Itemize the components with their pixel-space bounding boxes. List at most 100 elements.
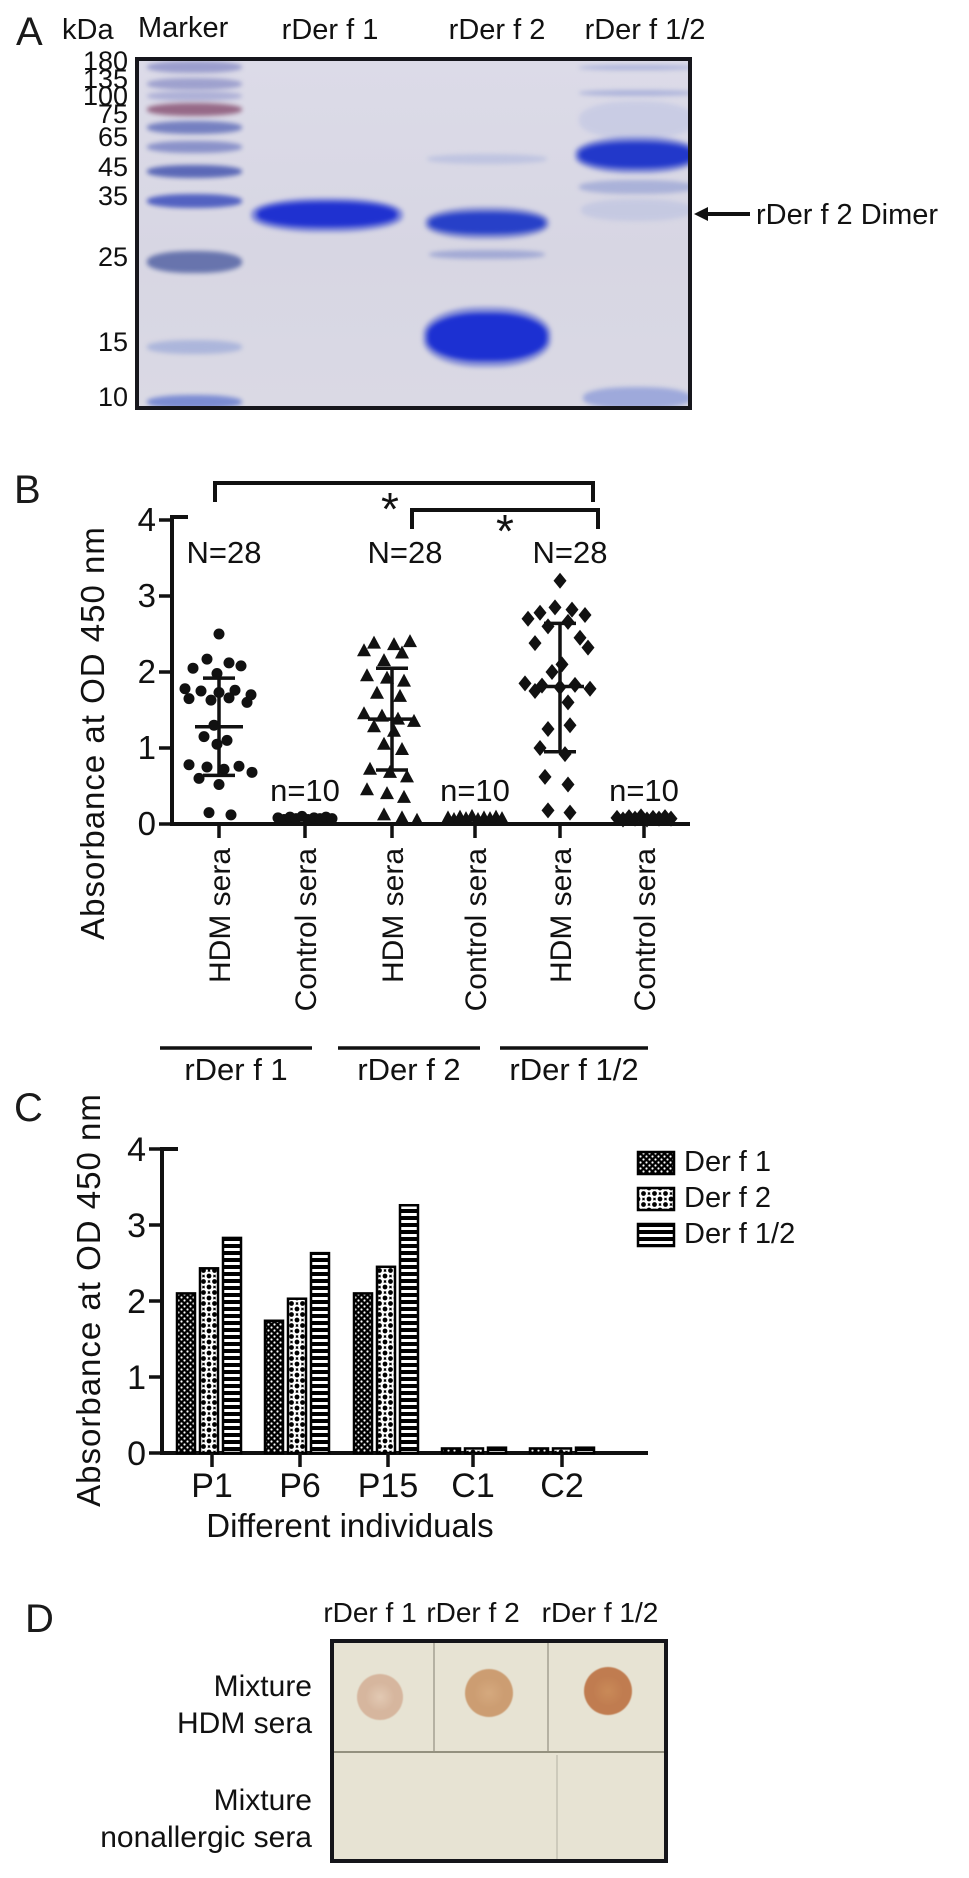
scatter-point xyxy=(241,696,253,708)
scatter-point xyxy=(205,694,217,706)
scatter-point xyxy=(201,761,213,773)
gel-band xyxy=(147,141,242,153)
gel-lane-header: rDer f 2 xyxy=(448,14,546,46)
scatter-point xyxy=(233,760,245,772)
scatter-point xyxy=(218,763,230,775)
group-antigen-label: rDer f 1 xyxy=(184,1052,287,1087)
marker-kda-label: 25 xyxy=(97,242,128,272)
blot-dot xyxy=(584,1667,632,1715)
scatter-point xyxy=(387,723,401,737)
gel-band xyxy=(427,313,547,361)
scatter-point xyxy=(357,706,371,720)
blot-row-label-line: Mixture xyxy=(213,1670,312,1703)
count-label: N=28 xyxy=(533,535,608,570)
panel-c-label: C xyxy=(14,1086,43,1130)
scatter-point xyxy=(495,811,509,825)
scatter-point xyxy=(561,694,575,711)
marker-kda-label: 45 xyxy=(97,152,128,182)
scatter-point xyxy=(360,668,374,682)
b-y-tick-label: 2 xyxy=(138,653,156,690)
blot-row-label: Mixture nonallergic sera xyxy=(0,1782,312,1856)
scatter-point xyxy=(533,740,547,756)
gel-band xyxy=(579,101,688,139)
bar xyxy=(375,1265,397,1455)
significance-star: * xyxy=(381,483,399,535)
b-y-tick-label: 4 xyxy=(138,501,156,538)
scatter-point xyxy=(553,572,567,589)
scatter-point xyxy=(229,684,241,696)
kda-header: kDa xyxy=(62,14,114,46)
panel-b-label: B xyxy=(14,468,41,512)
b-y-tick-label: 1 xyxy=(138,729,156,766)
bar xyxy=(486,1446,508,1455)
bar xyxy=(440,1447,462,1455)
scatter-point xyxy=(179,683,191,695)
scatter-point xyxy=(541,721,555,737)
count-label: N=28 xyxy=(368,535,443,570)
bar xyxy=(528,1447,550,1455)
scatter-point xyxy=(541,802,555,819)
scatter-point xyxy=(533,604,547,621)
scatter-point xyxy=(326,813,338,825)
scatter-point xyxy=(198,731,210,743)
gel-band xyxy=(579,90,688,96)
gel-band xyxy=(429,250,545,259)
b-y-tick-label: 3 xyxy=(138,577,156,614)
legend-label: Der f 1 xyxy=(684,1146,771,1178)
gel-band xyxy=(147,121,242,134)
scatter-point xyxy=(538,768,552,785)
scatter-point xyxy=(410,812,424,826)
c-y-tick-label: 2 xyxy=(127,1283,146,1321)
scatter-point xyxy=(393,688,407,702)
b-x-tick-label: HDM sera xyxy=(545,848,578,983)
c-y-axis-title: Absorbance at OD 450 nm xyxy=(70,1093,107,1507)
scatter-point xyxy=(223,657,235,669)
scatter-point xyxy=(211,668,223,680)
scatter-point xyxy=(565,601,579,618)
scatter-point xyxy=(664,810,678,827)
blot-lane-header: rDer f 2 xyxy=(426,1597,520,1628)
blot-row-label-line: HDM sera xyxy=(176,1707,312,1740)
blot-dot xyxy=(465,1669,513,1717)
gel-band xyxy=(147,251,242,273)
c-y-tick-label: 1 xyxy=(127,1359,146,1397)
c-x-tick-label: P1 xyxy=(191,1467,233,1505)
gel-band xyxy=(147,340,242,354)
marker-kda-label: 35 xyxy=(97,181,128,211)
gel-band xyxy=(147,395,242,406)
scatter-point xyxy=(518,675,532,692)
legend-label: Der f 2 xyxy=(684,1182,771,1214)
blot-row-label-line: Mixture xyxy=(213,1784,312,1817)
b-x-tick-label: HDM sera xyxy=(377,848,410,983)
gel-band xyxy=(257,202,397,227)
marker-kda-label: 135 xyxy=(82,64,128,94)
blot-lane-header: rDer f 1/2 xyxy=(541,1597,659,1628)
scatter-point xyxy=(246,766,258,778)
gel-lane-header: rDer f 1/2 xyxy=(584,14,706,46)
bar xyxy=(551,1447,573,1455)
scatter-point xyxy=(187,662,199,674)
count-label: n=10 xyxy=(440,773,510,808)
scatter-point xyxy=(377,653,391,667)
scatter-point xyxy=(367,635,381,649)
scatter-point xyxy=(223,692,235,704)
scatter-point xyxy=(363,761,377,775)
scatter-point xyxy=(213,628,225,640)
c-x-tick-label: P15 xyxy=(358,1467,419,1505)
scatter-point xyxy=(211,738,223,750)
scatter-point xyxy=(195,685,207,697)
scatter-point xyxy=(573,629,587,646)
group-antigen-label: rDer f 2 xyxy=(357,1052,460,1087)
scatter-point xyxy=(235,660,247,672)
scatter-point xyxy=(367,719,381,733)
panel-a-label: A xyxy=(16,10,43,54)
legend-label: Der f 1/2 xyxy=(684,1218,795,1250)
scatter-point xyxy=(377,736,391,750)
scatter-point xyxy=(221,734,233,746)
b-x-tick-label: HDM sera xyxy=(204,848,237,983)
gel-band xyxy=(579,180,688,194)
b-x-tick-label: Control sera xyxy=(629,848,662,1012)
gel-band xyxy=(581,199,688,221)
bar xyxy=(574,1446,596,1455)
gel-band xyxy=(147,91,242,101)
